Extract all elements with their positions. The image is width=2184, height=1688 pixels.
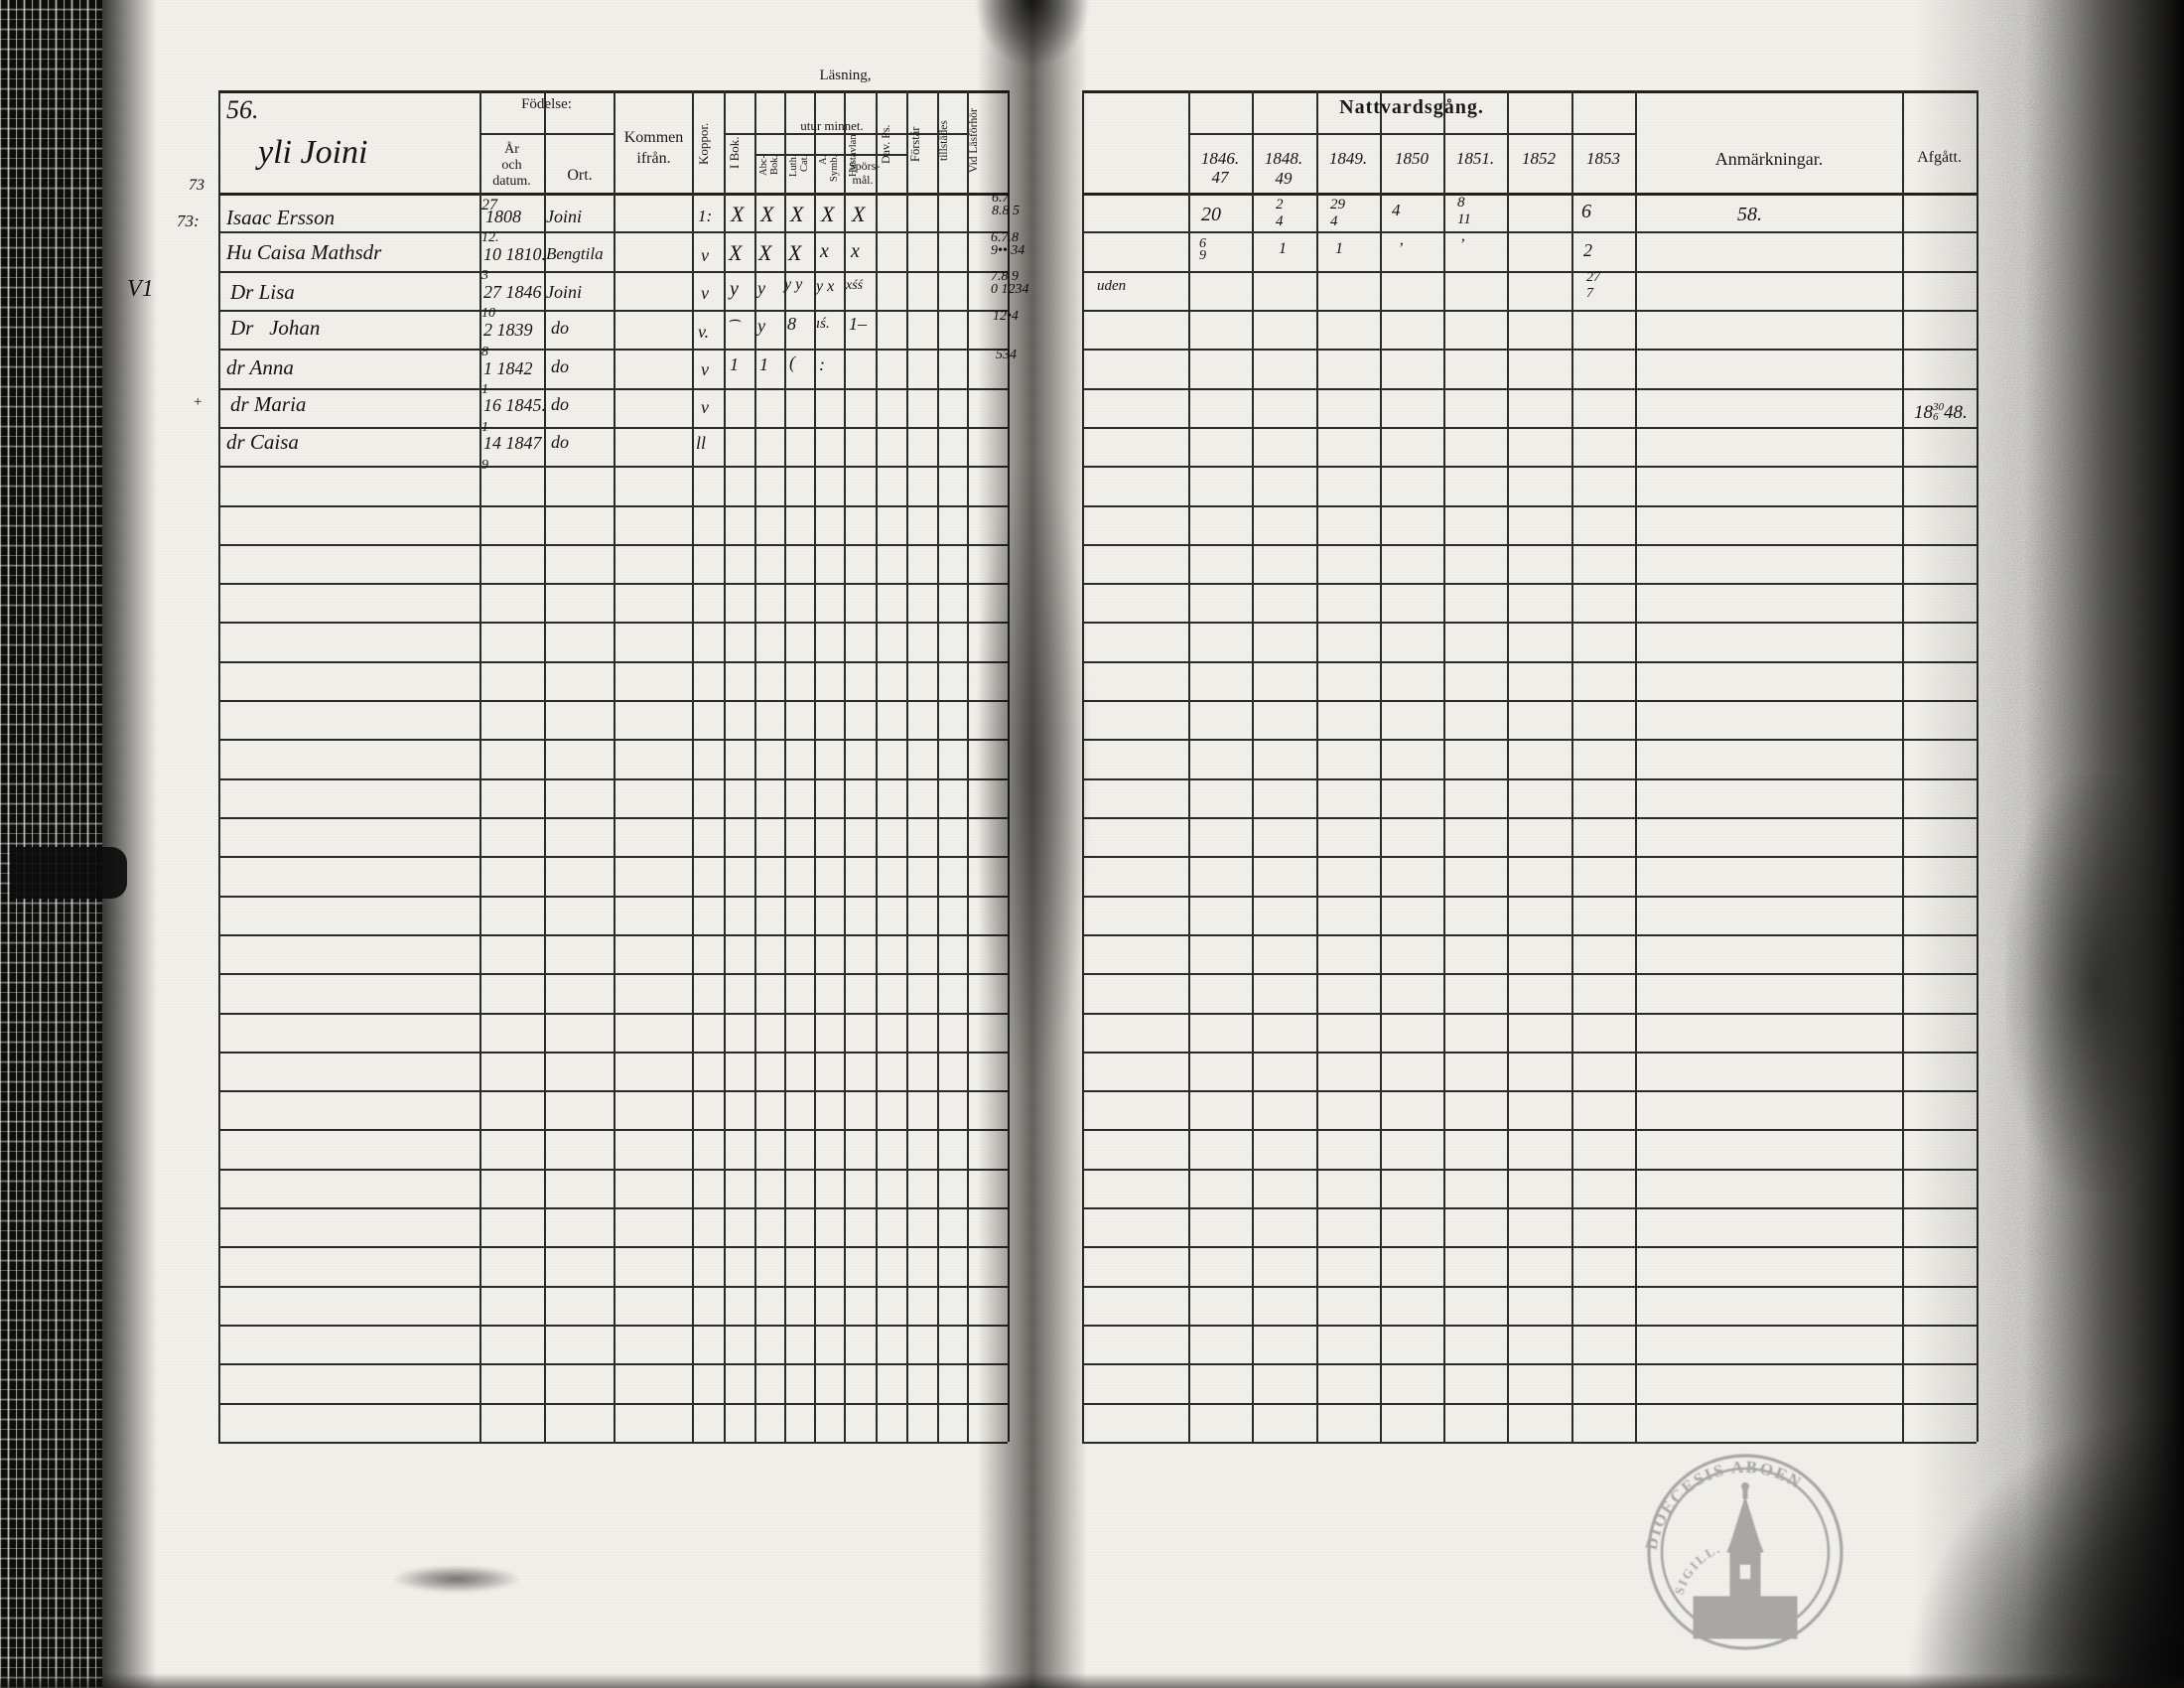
svg-text:SIGILL.: SIGILL. xyxy=(1671,1540,1723,1597)
